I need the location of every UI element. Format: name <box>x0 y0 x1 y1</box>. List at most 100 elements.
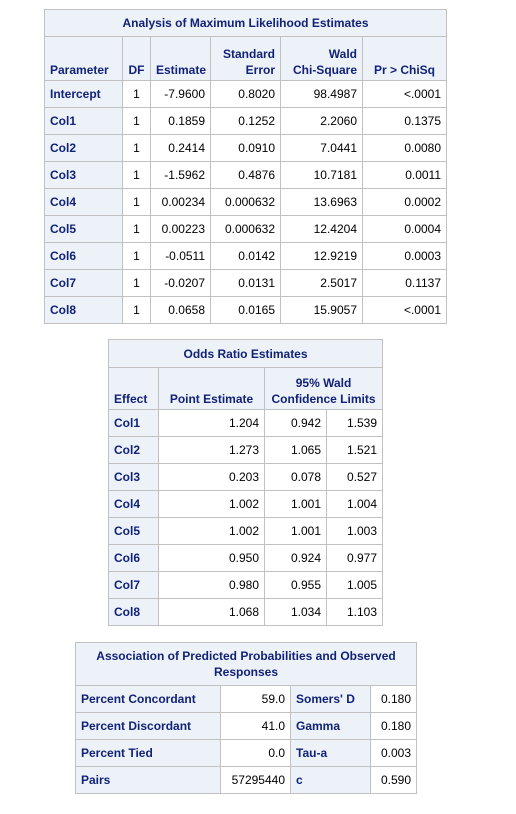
odds-ratio-table: Odds Ratio Estimates Effect Point Estima… <box>107 339 384 626</box>
assoc-cell-stat-label: Gamma <box>290 712 371 740</box>
mle-cell-parameter: Col4 <box>44 188 123 216</box>
mle-cell-estimate: -1.5962 <box>150 161 211 189</box>
odds-cell-effect: Col4 <box>108 490 159 518</box>
mle-cell-wald: 2.2060 <box>280 107 363 135</box>
mle-table-row: Col8 1 0.0658 0.0165 15.9057 <.0001 <box>44 296 448 324</box>
odds-cell-lower: 0.955 <box>264 571 327 599</box>
odds-table-title: Odds Ratio Estimates <box>107 339 384 368</box>
odds-cell-lower: 1.001 <box>264 517 327 545</box>
odds-cell-upper: 1.103 <box>325 598 384 626</box>
mle-header-df: DF <box>122 36 151 81</box>
mle-cell-stderr: 0.0142 <box>210 242 281 270</box>
odds-cell-effect: Col1 <box>108 409 159 437</box>
mle-cell-prob: 0.0011 <box>361 161 448 189</box>
mle-cell-parameter: Col3 <box>44 161 123 189</box>
odds-table-row: Col3 0.203 0.078 0.527 <box>108 463 384 491</box>
mle-table-row: Col4 1 0.00234 0.000632 13.6963 0.0002 <box>44 188 448 216</box>
mle-table-row: Col2 1 0.2414 0.0910 7.0441 0.0080 <box>44 134 448 162</box>
assoc-cell-value: 59.0 <box>220 685 291 713</box>
mle-header-parameter: Parameter <box>44 36 123 81</box>
assoc-cell-label: Percent Discordant <box>75 712 221 740</box>
mle-header-wald-line2: Chi-Square <box>292 63 357 77</box>
odds-cell-effect: Col8 <box>108 598 159 626</box>
mle-cell-estimate: -0.0511 <box>150 242 211 270</box>
odds-cell-upper: 1.539 <box>325 409 384 437</box>
mle-cell-estimate: 0.2414 <box>150 134 211 162</box>
odds-cell-point: 0.980 <box>158 571 265 599</box>
mle-cell-df: 1 <box>122 242 151 270</box>
odds-cell-lower: 1.034 <box>264 598 327 626</box>
mle-header-wald: Wald Chi-Square <box>280 36 363 81</box>
assoc-cell-value: 0.0 <box>220 739 291 767</box>
mle-cell-prob: 0.1375 <box>361 107 448 135</box>
odds-cell-lower: 0.924 <box>264 544 327 572</box>
mle-cell-wald: 98.4987 <box>280 80 363 108</box>
mle-table-row: Col6 1 -0.0511 0.0142 12.9219 0.0003 <box>44 242 448 270</box>
mle-cell-parameter: Col2 <box>44 134 123 162</box>
mle-cell-estimate: 0.1859 <box>150 107 211 135</box>
mle-cell-prob: 0.0002 <box>361 188 448 216</box>
odds-cell-lower: 1.065 <box>264 436 327 464</box>
odds-table-row: Col4 1.002 1.001 1.004 <box>108 490 384 518</box>
mle-cell-estimate: -0.0207 <box>150 269 211 297</box>
mle-cell-df: 1 <box>122 215 151 243</box>
odds-header-ci-line2: Confidence Limits <box>271 392 376 406</box>
odds-cell-effect: Col7 <box>108 571 159 599</box>
mle-cell-parameter: Col6 <box>44 242 123 270</box>
mle-cell-stderr: 0.1252 <box>210 107 281 135</box>
mle-cell-wald: 2.5017 <box>280 269 363 297</box>
assoc-table-row: Percent Discordant 41.0 Gamma 0.180 <box>75 712 418 740</box>
odds-cell-point: 0.950 <box>158 544 265 572</box>
mle-cell-stderr: 0.0910 <box>210 134 281 162</box>
mle-cell-stderr: 0.8020 <box>210 80 281 108</box>
mle-cell-prob: <.0001 <box>361 80 448 108</box>
odds-cell-lower: 0.078 <box>264 463 327 491</box>
assoc-cell-stat-value: 0.003 <box>369 739 418 767</box>
assoc-table-row: Percent Concordant 59.0 Somers' D 0.180 <box>75 685 418 713</box>
odds-table-row: Col8 1.068 1.034 1.103 <box>108 598 384 626</box>
mle-cell-prob: <.0001 <box>361 296 448 324</box>
mle-cell-stderr: 0.000632 <box>210 215 281 243</box>
mle-cell-stderr: 0.0131 <box>210 269 281 297</box>
mle-cell-estimate: 0.00223 <box>150 215 211 243</box>
mle-cell-parameter: Col5 <box>44 215 123 243</box>
mle-table-row: Intercept 1 -7.9600 0.8020 98.4987 <.0001 <box>44 80 448 108</box>
mle-cell-prob: 0.1137 <box>361 269 448 297</box>
mle-cell-df: 1 <box>122 188 151 216</box>
mle-cell-estimate: 0.00234 <box>150 188 211 216</box>
assoc-table-title: Association of Predicted Probabilities a… <box>74 642 418 686</box>
mle-table-title: Analysis of Maximum Likelihood Estimates <box>43 9 448 37</box>
mle-cell-wald: 12.4204 <box>280 215 363 243</box>
mle-cell-wald: 10.7181 <box>280 161 363 189</box>
mle-header-estimate: Estimate <box>150 36 211 81</box>
odds-table-row: Col6 0.950 0.924 0.977 <box>108 544 384 572</box>
mle-cell-parameter: Intercept <box>44 80 123 108</box>
assoc-cell-stat-value: 0.590 <box>369 766 418 794</box>
mle-cell-prob: 0.0003 <box>361 242 448 270</box>
odds-cell-upper: 1.005 <box>325 571 384 599</box>
assoc-cell-stat-label: c <box>290 766 371 794</box>
mle-cell-stderr: 0.4876 <box>210 161 281 189</box>
mle-cell-stderr: 0.0165 <box>210 296 281 324</box>
odds-cell-effect: Col3 <box>108 463 159 491</box>
assoc-cell-stat-label: Somers' D <box>290 685 371 713</box>
association-table: Association of Predicted Probabilities a… <box>74 642 418 794</box>
mle-cell-estimate: -7.9600 <box>150 80 211 108</box>
mle-header-wald-line1: Wald <box>328 47 357 61</box>
mle-cell-wald: 7.0441 <box>280 134 363 162</box>
odds-table-row: Col1 1.204 0.942 1.539 <box>108 409 384 437</box>
mle-cell-prob: 0.0004 <box>361 215 448 243</box>
assoc-cell-stat-value: 0.180 <box>369 685 418 713</box>
mle-cell-df: 1 <box>122 269 151 297</box>
assoc-cell-label: Pairs <box>75 766 221 794</box>
mle-header-stderr-line2: Error <box>245 63 275 77</box>
mle-cell-df: 1 <box>122 80 151 108</box>
mle-cell-wald: 12.9219 <box>280 242 363 270</box>
odds-cell-lower: 1.001 <box>264 490 327 518</box>
odds-cell-point: 1.273 <box>158 436 265 464</box>
assoc-cell-label: Percent Concordant <box>75 685 221 713</box>
odds-cell-effect: Col5 <box>108 517 159 545</box>
odds-header-point: Point Estimate <box>158 367 265 410</box>
mle-cell-prob: 0.0080 <box>361 134 448 162</box>
mle-cell-df: 1 <box>122 107 151 135</box>
